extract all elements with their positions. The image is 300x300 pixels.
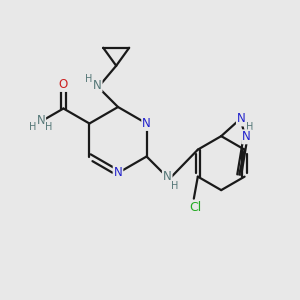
- Text: H: H: [85, 74, 92, 84]
- Text: N: N: [142, 117, 151, 130]
- Text: N: N: [114, 167, 122, 179]
- Text: H: H: [29, 122, 37, 132]
- Text: N: N: [242, 130, 251, 143]
- Text: N: N: [36, 113, 45, 127]
- Text: H: H: [45, 122, 52, 132]
- Text: N: N: [237, 112, 246, 125]
- Text: O: O: [59, 78, 68, 91]
- Text: H: H: [246, 122, 253, 132]
- Text: N: N: [93, 79, 102, 92]
- Text: H: H: [170, 181, 178, 191]
- Text: N: N: [163, 169, 172, 183]
- Text: Cl: Cl: [190, 201, 202, 214]
